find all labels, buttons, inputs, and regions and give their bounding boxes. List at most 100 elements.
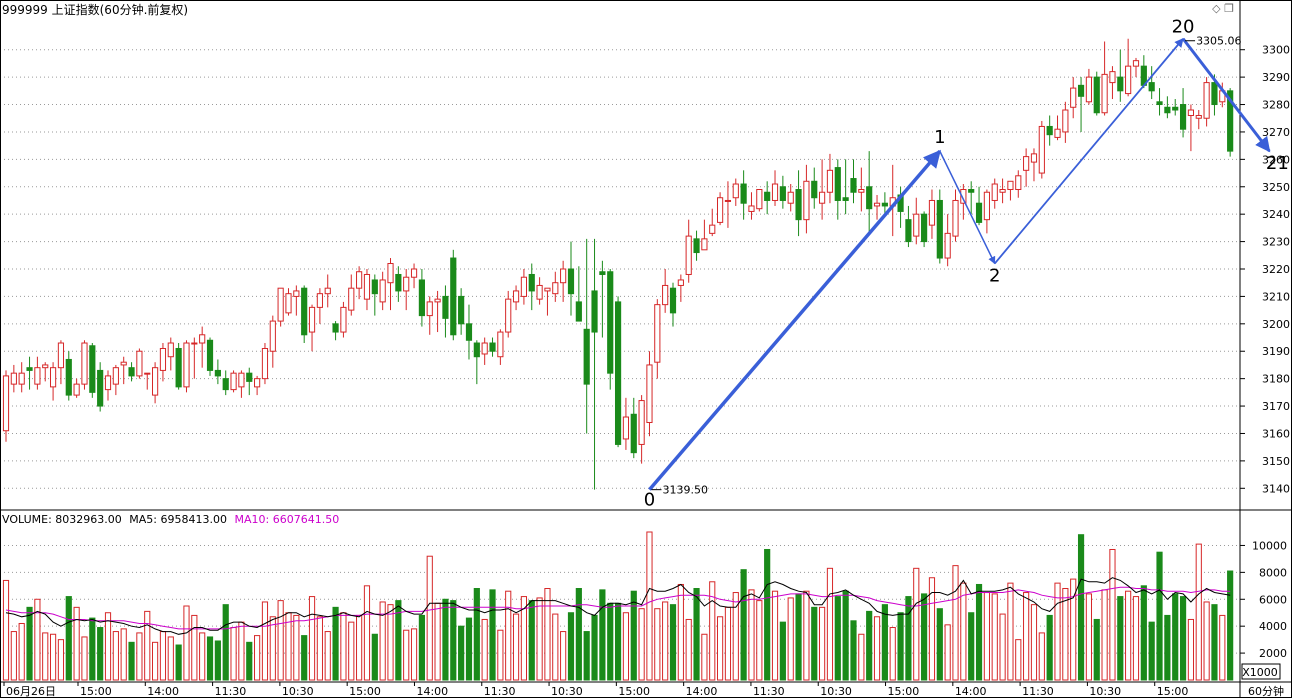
candle-body [921, 213, 928, 243]
candle [505, 290, 512, 338]
candle-body [136, 350, 143, 377]
volume-bar [913, 567, 920, 681]
time-tick-label: 15:00 [1157, 685, 1189, 698]
volume-bar [669, 604, 677, 681]
candle-body [222, 378, 229, 391]
volume-bar [685, 618, 692, 681]
candle-body [403, 276, 410, 292]
volume-bar [599, 589, 606, 681]
candle-body [834, 167, 841, 201]
candle-body [183, 342, 190, 388]
window-controls[interactable]: ◇ ❐ [1212, 2, 1234, 15]
time-tick-label: 10:30 [551, 685, 583, 698]
price-tick-label: 3150 [1262, 455, 1290, 468]
candle [544, 287, 551, 316]
candle-body [57, 342, 65, 369]
candle [332, 321, 339, 341]
volume-bar [301, 635, 308, 681]
volume-bar [418, 614, 425, 681]
time-tick-label: 15:00 [888, 685, 920, 698]
candle [1172, 99, 1179, 116]
candle [520, 269, 528, 305]
diamond-icon[interactable]: ◇ [1212, 2, 1221, 15]
candle-body [842, 197, 849, 201]
price-tick-label: 3220 [1262, 263, 1290, 276]
price-tick-label: 3270 [1262, 126, 1290, 139]
volume-bar [536, 597, 543, 681]
volume-bar [199, 632, 206, 681]
candle-body [175, 347, 182, 388]
candle [1093, 71, 1100, 116]
volume-bar [1164, 614, 1171, 681]
volume-bar [230, 627, 237, 681]
volume-bar [866, 610, 873, 681]
candle [630, 397, 637, 459]
candle-body [560, 268, 567, 284]
candle-body [489, 342, 496, 352]
candle [254, 375, 261, 396]
volume-bar [787, 597, 794, 681]
volume-bar [716, 616, 724, 681]
volume-bar [356, 614, 363, 681]
candle [991, 178, 998, 209]
candle [1109, 66, 1116, 100]
volume-bar [450, 600, 457, 681]
price-tick-label: 3250 [1262, 181, 1290, 194]
candle-body [505, 298, 512, 333]
restore-icon[interactable]: ❐ [1224, 2, 1234, 15]
period-label: 60分钟 [1248, 684, 1284, 698]
candle-body [458, 295, 465, 325]
volume-bar [1125, 590, 1132, 681]
candle [120, 356, 127, 385]
candle [819, 159, 826, 220]
candle [662, 269, 669, 313]
candle [497, 329, 504, 365]
candle-body [1070, 87, 1077, 108]
volume-bar [191, 614, 198, 681]
candle [481, 337, 488, 365]
volume-bar [1101, 589, 1108, 681]
volume-bar [944, 624, 951, 681]
candle-body [418, 279, 425, 317]
wave-arrow [648, 149, 942, 491]
candle [1179, 88, 1187, 138]
candle-body [481, 342, 488, 355]
candle [308, 304, 316, 352]
candle-body [811, 180, 818, 199]
volume-bar [1085, 593, 1092, 681]
volume-bar [850, 620, 857, 681]
candle [1054, 115, 1061, 141]
volume-header: VOLUME: 8032963.00 MA5: 6958413.00 MA10:… [2, 513, 339, 527]
volume-bar [858, 633, 865, 681]
candle [104, 370, 112, 401]
candle [685, 219, 692, 283]
candle [646, 351, 653, 437]
volume-tick-label: 8000 [1259, 566, 1287, 579]
time-tick-label: 14:00 [147, 685, 179, 698]
candle [709, 208, 716, 237]
candle [356, 266, 363, 300]
candle-body [316, 293, 323, 308]
candle [348, 274, 355, 316]
wave-arrow [994, 38, 1184, 265]
candle [1101, 41, 1108, 116]
candle [528, 263, 535, 311]
volume-bar [544, 588, 551, 681]
volume-bar [57, 639, 65, 681]
moving-average-lines [5, 577, 1231, 635]
price-tick-label: 3180 [1262, 373, 1290, 386]
candle-body [112, 367, 119, 385]
wave-label: 20 [1172, 17, 1195, 38]
volume-bar [1172, 593, 1179, 681]
candle [928, 189, 936, 239]
candle-body [1132, 60, 1140, 67]
volume-bar [921, 593, 928, 681]
candle-body [638, 400, 645, 445]
volume-bar [293, 614, 300, 681]
candle-body [10, 372, 17, 385]
volume-bar [1219, 614, 1226, 681]
candle-body [1038, 125, 1045, 174]
candle [599, 260, 606, 338]
volume-bar [528, 600, 535, 681]
candle-body [497, 331, 504, 358]
